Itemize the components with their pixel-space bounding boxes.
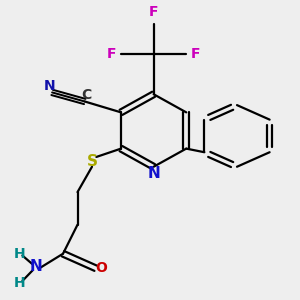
- Text: O: O: [95, 261, 107, 275]
- Text: H: H: [14, 247, 25, 261]
- Text: S: S: [86, 154, 98, 169]
- Text: F: F: [149, 5, 158, 19]
- Text: N: N: [29, 259, 42, 274]
- Text: C: C: [81, 88, 92, 102]
- Text: H: H: [14, 276, 25, 290]
- Text: F: F: [190, 47, 200, 61]
- Text: N: N: [147, 167, 160, 182]
- Text: F: F: [107, 47, 117, 61]
- Text: N: N: [44, 79, 55, 93]
